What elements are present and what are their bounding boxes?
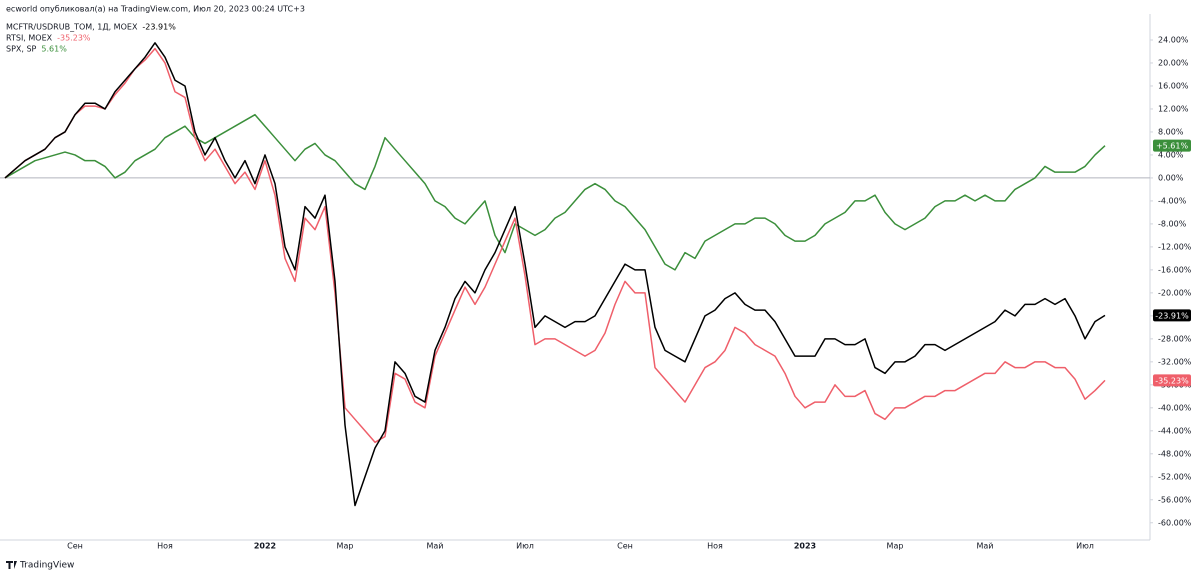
y-tick-label: -40.00% — [1158, 403, 1192, 412]
price-badge — [1153, 309, 1191, 322]
footer-logo: TradingView — [6, 561, 74, 571]
x-tick-label: Мар — [887, 542, 904, 551]
y-tick-label: -32.00% — [1158, 357, 1192, 366]
legend-label: MCFTR/USDRUB_TOM, 1Д, MOEX — [6, 23, 138, 32]
y-tick-label: -8.00% — [1158, 219, 1187, 228]
series-line — [4, 113, 1106, 271]
y-tick-label: 4.00% — [1158, 150, 1184, 159]
x-tick-label: Ноя — [707, 542, 723, 551]
footer: TradingView — [19, 561, 74, 571]
x-tick-label: Июл — [516, 542, 534, 551]
header: ecworld опубликовал(а) на TradingView.co… — [6, 5, 305, 14]
legend-label: SPX, SP — [6, 45, 37, 54]
price-badge — [1153, 374, 1191, 387]
y-tick-label: 8.00% — [1158, 127, 1184, 136]
y-tick-label: 0.00% — [1158, 173, 1184, 182]
y-tick-label: -16.00% — [1158, 265, 1192, 274]
legend-label: RTSI, MOEX — [6, 34, 53, 43]
series-line — [4, 42, 1106, 507]
x-tick-label: Мар — [337, 542, 354, 551]
x-tick-label: 2022 — [254, 542, 276, 551]
y-tick-label: -12.00% — [1158, 242, 1192, 251]
y-tick-label: 20.00% — [1158, 58, 1189, 67]
price-badge — [1153, 139, 1191, 152]
logo-icon — [6, 561, 17, 569]
y-tick-label: 12.00% — [1158, 104, 1189, 113]
y-tick-label: -52.00% — [1158, 472, 1192, 481]
price-badge-label: +5.61% — [1156, 142, 1189, 151]
x-tick-label: Май — [976, 542, 993, 551]
x-tick-label: Сен — [617, 542, 633, 551]
price-badge-label: -23.91% — [1155, 311, 1189, 320]
x-tick-label: Май — [426, 542, 443, 551]
legend-value: -23.91% — [142, 23, 176, 32]
y-tick-label: 24.00% — [1158, 35, 1189, 44]
x-tick-label: 2023 — [794, 542, 816, 551]
legend-value: 5.61% — [41, 45, 67, 54]
y-tick-label: -48.00% — [1158, 449, 1192, 458]
y-tick-label: -28.00% — [1158, 334, 1192, 343]
y-tick-label: -20.00% — [1158, 288, 1192, 297]
x-tick-label: Ноя — [157, 542, 173, 551]
y-tick-label: -60.00% — [1158, 518, 1192, 527]
x-tick-label: Сен — [67, 542, 83, 551]
x-tick-label: Июл — [1076, 542, 1094, 551]
legend-value: -35.23% — [57, 34, 91, 43]
y-tick-label: 16.00% — [1158, 81, 1189, 90]
y-tick-label: -56.00% — [1158, 495, 1192, 504]
y-tick-label: -44.00% — [1158, 426, 1192, 435]
series-line — [4, 47, 1106, 444]
price-badge-label: -35.23% — [1155, 376, 1189, 385]
y-tick-label: -4.00% — [1158, 196, 1187, 205]
